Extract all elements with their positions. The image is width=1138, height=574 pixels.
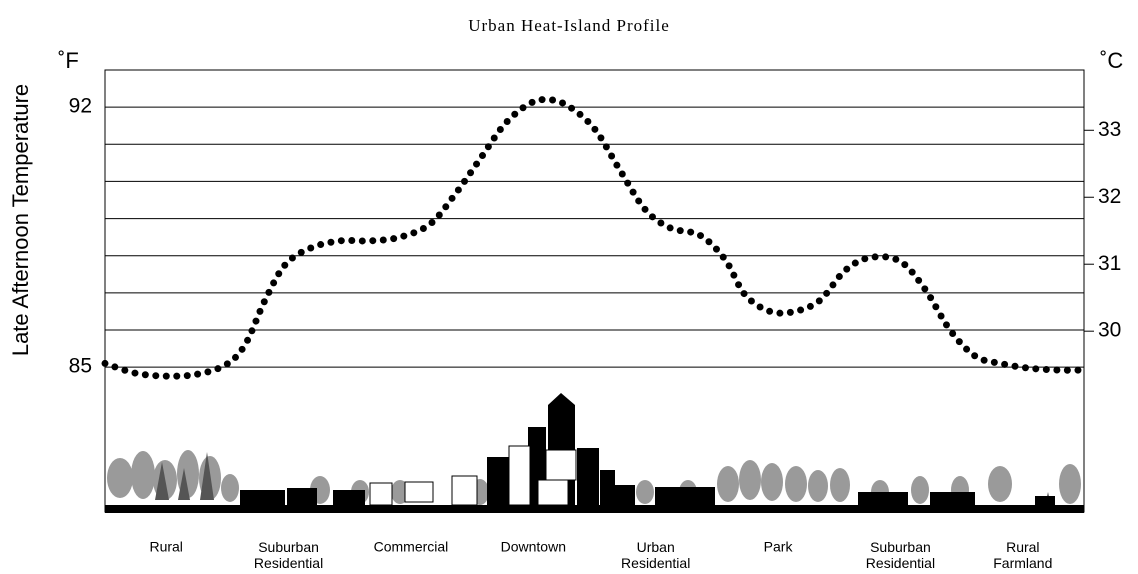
y2-tick-label: 30 xyxy=(1098,319,1121,342)
y2-tick-label: 32 xyxy=(1098,185,1121,208)
y2-tick-label: 31 xyxy=(1098,252,1121,275)
y2-unit: ˚C xyxy=(1100,48,1123,73)
y2-tick-label: 33 xyxy=(1098,118,1121,141)
y-tick-label: 85 xyxy=(69,355,92,378)
plot-frame xyxy=(105,70,1084,512)
y-unit: ˚F xyxy=(58,48,79,73)
y-tick-label: 92 xyxy=(69,95,92,118)
x-tick-label: Park xyxy=(764,539,794,555)
x-tick-label: Commercial xyxy=(374,539,449,555)
chart: Urban Heat-Island Profile ˚F ˚C Late Aft… xyxy=(0,0,1138,574)
temperature-line xyxy=(105,99,1084,376)
x-tick-label: Rural xyxy=(149,539,182,555)
chart-title: Urban Heat-Island Profile xyxy=(468,16,670,35)
x-tick-label: Downtown xyxy=(501,539,566,555)
y-axis-label: Late Afternoon Temperature xyxy=(8,84,33,356)
skyline xyxy=(105,393,1084,513)
